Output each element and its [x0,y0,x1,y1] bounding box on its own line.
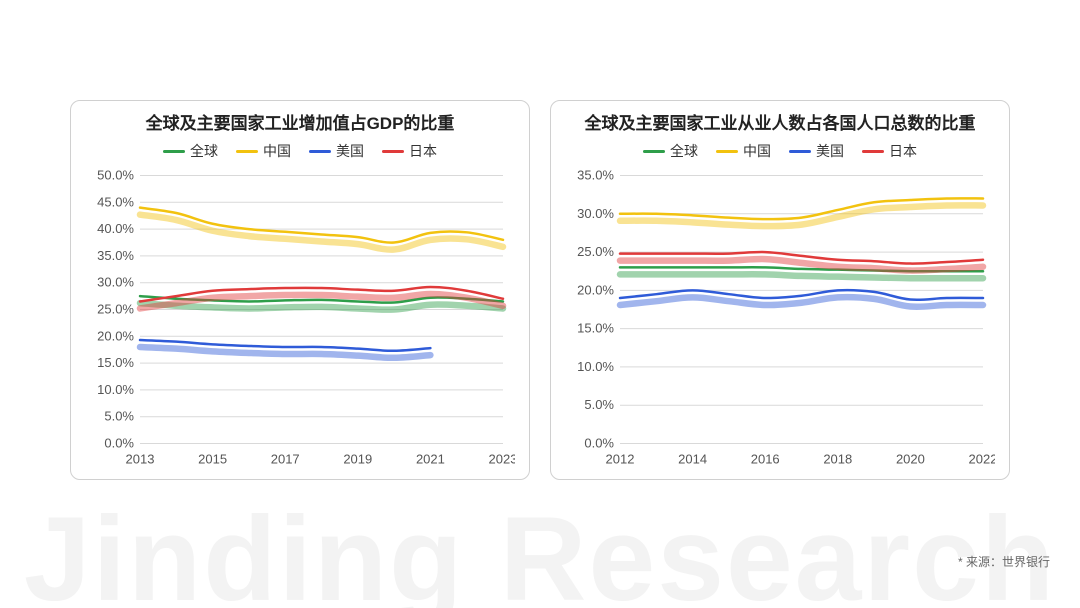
svg-text:2018: 2018 [823,452,852,467]
svg-text:5.0%: 5.0% [584,397,614,412]
legend-swatch-japan [382,150,404,153]
svg-text:15.0%: 15.0% [97,355,134,370]
svg-text:2022: 2022 [969,452,995,467]
left-chart-area: 0.0% 5.0% 10.0% 15.0% 20.0% 25.0% 30.0% 35.0% 40… [85,165,515,474]
legend-item-japan: 日本 [382,141,437,161]
charts-row: 全球及主要国家工业增加值占GDP的比重 全球 中国 美国 日本 0.0% 5.0%… [0,0,1080,480]
svg-text:2023: 2023 [489,452,515,467]
legend-swatch-global [163,150,185,153]
right-chart-legend: 全球 中国 美国 日本 [565,141,995,161]
svg-text:45.0%: 45.0% [97,194,134,209]
series-shadow-global [140,303,503,310]
source-text: * 来源：世界银行 [958,553,1050,570]
svg-text:2021: 2021 [416,452,445,467]
legend-item-japan: 日本 [862,141,917,161]
svg-text:50.0%: 50.0% [97,168,134,183]
legend-swatch-china [236,150,258,153]
legend-swatch-china [716,150,738,153]
svg-text:40.0%: 40.0% [97,221,134,236]
svg-text:2020: 2020 [896,452,925,467]
legend-label-global: 全球 [190,141,218,161]
legend-label-global: 全球 [670,141,698,161]
legend-swatch-usa [309,150,331,153]
legend-item-global: 全球 [643,141,698,161]
legend-label-japan: 日本 [889,141,917,161]
left-chart-legend: 全球 中国 美国 日本 [85,141,515,161]
svg-text:0.0%: 0.0% [104,436,134,451]
svg-text:30.0%: 30.0% [577,206,614,221]
svg-text:30.0%: 30.0% [97,275,134,290]
svg-text:0.0%: 0.0% [584,436,614,451]
series-shadow-china [620,205,983,226]
legend-item-global: 全球 [163,141,218,161]
legend-swatch-usa [789,150,811,153]
svg-text:20.0%: 20.0% [97,328,134,343]
legend-swatch-global [643,150,665,153]
legend-item-usa: 美国 [789,141,844,161]
legend-label-china: 中国 [263,141,291,161]
svg-text:2012: 2012 [606,452,635,467]
series-shadow-usa [140,347,430,358]
svg-text:10.0%: 10.0% [577,359,614,374]
left-chart-panel: 全球及主要国家工业增加值占GDP的比重 全球 中国 美国 日本 0.0% 5.0%… [70,100,530,480]
legend-swatch-japan [862,150,884,153]
right-chart-title: 全球及主要国家工业从业人数占各国人口总数的比重 [565,113,995,135]
svg-text:15.0%: 15.0% [577,321,614,336]
svg-text:2019: 2019 [343,452,372,467]
legend-item-usa: 美国 [309,141,364,161]
legend-label-japan: 日本 [409,141,437,161]
legend-item-china: 中国 [236,141,291,161]
series-shadow-global [620,274,983,278]
svg-text:2017: 2017 [271,452,300,467]
svg-text:20.0%: 20.0% [577,282,614,297]
svg-text:35.0%: 35.0% [577,168,614,183]
legend-label-usa: 美国 [816,141,844,161]
watermark-text: Jinding Research [0,490,1080,608]
svg-text:25.0%: 25.0% [97,302,134,317]
svg-text:2014: 2014 [678,452,707,467]
legend-label-usa: 美国 [336,141,364,161]
left-chart-svg: 0.0% 5.0% 10.0% 15.0% 20.0% 25.0% 30.0% 35.0% 40… [85,165,515,474]
svg-text:25.0%: 25.0% [577,244,614,259]
svg-text:2015: 2015 [198,452,227,467]
svg-text:2016: 2016 [751,452,780,467]
svg-text:35.0%: 35.0% [97,248,134,263]
legend-item-china: 中国 [716,141,771,161]
right-chart-area: 0.0% 5.0% 10.0% 15.0% 20.0% 25.0% 30.0% 35.0% 20… [565,165,995,474]
legend-label-china: 中国 [743,141,771,161]
left-chart-title: 全球及主要国家工业增加值占GDP的比重 [85,113,515,135]
svg-text:5.0%: 5.0% [104,409,134,424]
right-chart-panel: 全球及主要国家工业从业人数占各国人口总数的比重 全球 中国 美国 日本 0.0%… [550,100,1010,480]
svg-text:10.0%: 10.0% [97,382,134,397]
right-chart-svg: 0.0% 5.0% 10.0% 15.0% 20.0% 25.0% 30.0% 35.0% 20… [565,165,995,474]
svg-text:2013: 2013 [126,452,155,467]
